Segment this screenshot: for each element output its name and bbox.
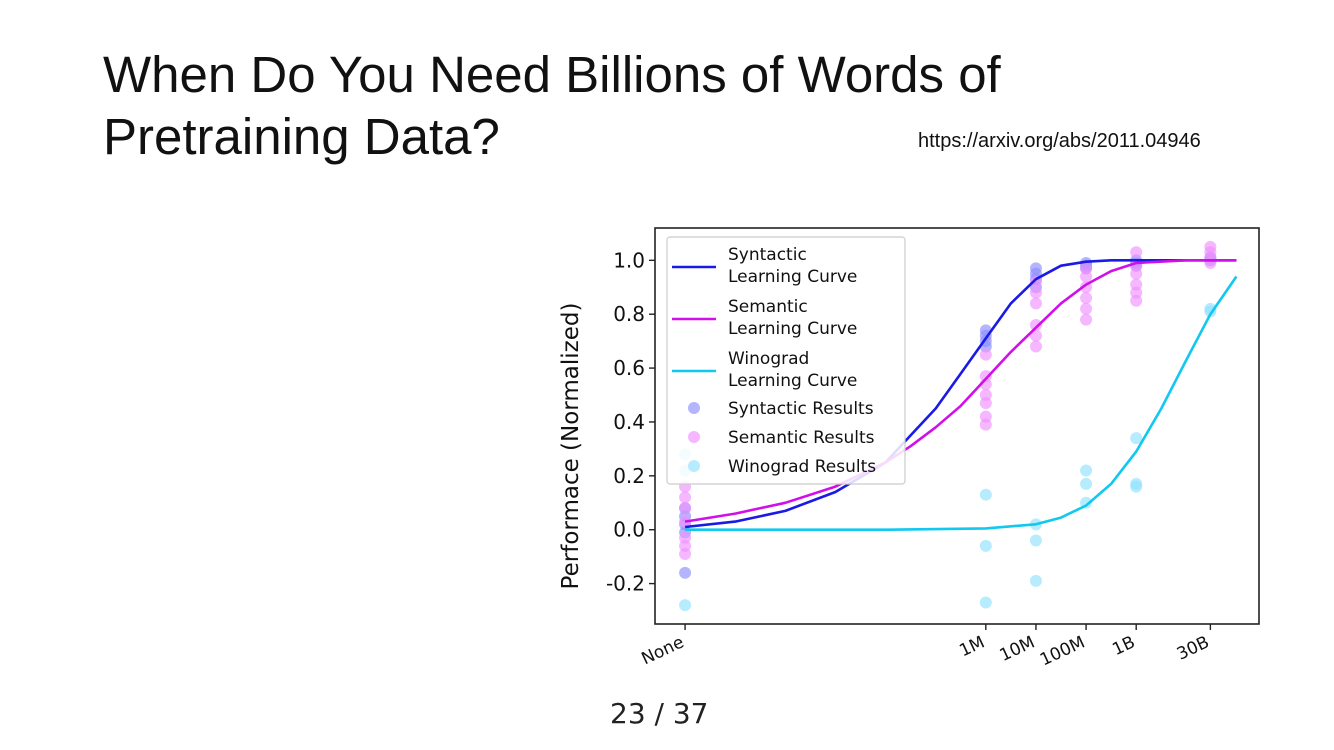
y-tick-label: 0.0 bbox=[613, 518, 645, 542]
semantic-result-point bbox=[1029, 318, 1042, 331]
semantic-result-point bbox=[1130, 267, 1143, 280]
y-axis-label: Performace (Normalized) bbox=[558, 303, 584, 590]
winograd-result-point bbox=[1130, 432, 1143, 445]
winograd-result-point bbox=[979, 488, 992, 501]
winograd-learning-curve bbox=[685, 275, 1238, 531]
legend-label: Winograd Results bbox=[728, 457, 876, 477]
semantic-result-point bbox=[679, 491, 692, 504]
semantic-result-point bbox=[979, 397, 992, 410]
winograd-result-point bbox=[1080, 477, 1093, 490]
semantic-result-point bbox=[1029, 286, 1042, 299]
winograd-result-point bbox=[979, 596, 992, 609]
semantic-result-point bbox=[1080, 313, 1093, 326]
winograd-result-point bbox=[1130, 480, 1143, 493]
slide-title: When Do You Need Billions of Words of Pr… bbox=[103, 44, 1103, 168]
winograd-result-point bbox=[1080, 464, 1093, 477]
slide-title-line-1: When Do You Need Billions of Words of bbox=[103, 46, 1001, 103]
semantic-result-point bbox=[1029, 329, 1042, 342]
legend-label: Learning Curve bbox=[728, 319, 857, 339]
x-tick-label: 30B bbox=[1174, 632, 1213, 664]
x-tick-label: 100M bbox=[1037, 632, 1088, 670]
plot-frame bbox=[654, 227, 1260, 625]
semantic-result-point bbox=[679, 515, 692, 528]
legend-label: Semantic Results bbox=[728, 428, 875, 448]
x-tick-label: None bbox=[639, 632, 688, 669]
y-tick-label: 1.0 bbox=[613, 248, 645, 272]
syntactic-result-point bbox=[679, 566, 692, 579]
page-counter: 23 / 37 bbox=[610, 697, 709, 730]
legend-label: Syntactic bbox=[728, 245, 807, 265]
semantic-result-point bbox=[679, 502, 692, 515]
winograd-result-point bbox=[979, 539, 992, 552]
legend-label: Winograd bbox=[728, 349, 809, 369]
legend-label: Semantic bbox=[728, 297, 808, 317]
winograd-legend-dot bbox=[688, 460, 700, 472]
source-link[interactable]: https://arxiv.org/abs/2011.04946 bbox=[918, 130, 1201, 152]
semantic-result-point bbox=[979, 348, 992, 361]
legend-label: Learning Curve bbox=[728, 267, 857, 287]
winograd-result-point bbox=[1029, 574, 1042, 587]
semantic-result-point bbox=[979, 418, 992, 431]
y-tick-label: 0.8 bbox=[613, 302, 645, 326]
syntactic-learning-curve bbox=[684, 259, 1237, 529]
semantic-result-point bbox=[1204, 257, 1217, 270]
y-tick-label: 0.2 bbox=[613, 464, 645, 488]
y-tick-label: 0.4 bbox=[613, 410, 645, 434]
semantic-result-point bbox=[1080, 302, 1093, 315]
legend-label: Syntactic Results bbox=[728, 399, 874, 419]
semantic-result-point bbox=[1080, 270, 1093, 283]
y-tick-label: 0.6 bbox=[613, 356, 645, 380]
legend-box bbox=[666, 236, 906, 485]
x-tick-label: 1B bbox=[1109, 632, 1138, 660]
semantic-legend-dot bbox=[688, 431, 700, 443]
legend-label: Learning Curve bbox=[728, 371, 857, 391]
winograd-result-point bbox=[679, 599, 692, 612]
semantic-result-point bbox=[679, 547, 692, 560]
semantic-result-point bbox=[1029, 340, 1042, 353]
semantic-result-point bbox=[1130, 294, 1143, 307]
semantic-result-point bbox=[1130, 246, 1143, 259]
semantic-result-point bbox=[1080, 292, 1093, 305]
winograd-result-point bbox=[1029, 534, 1042, 547]
slide-title-line-2: Pretraining Data? bbox=[103, 108, 500, 165]
syntactic-legend-dot bbox=[688, 402, 700, 414]
x-tick-label: 10M bbox=[997, 632, 1038, 665]
semantic-result-point bbox=[1029, 297, 1042, 310]
x-tick-label: 1M bbox=[956, 632, 988, 661]
semantic-learning-curve bbox=[684, 259, 1237, 523]
y-tick-label: -0.2 bbox=[606, 572, 645, 596]
